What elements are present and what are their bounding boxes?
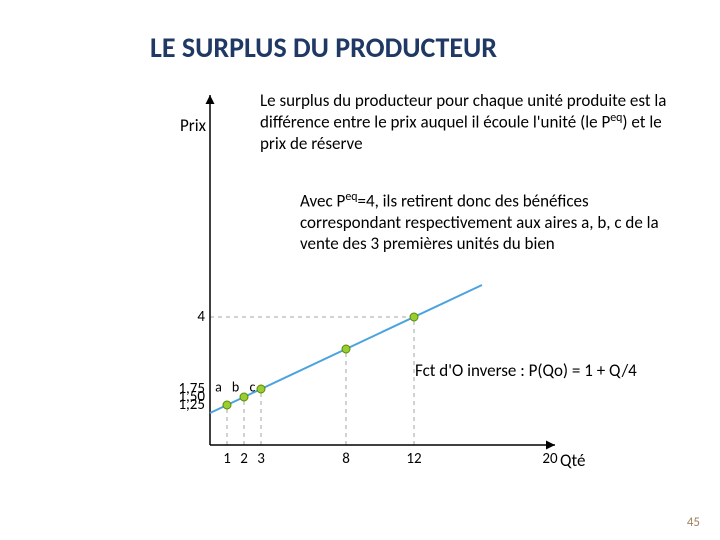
x-tick-label: 8 [342, 450, 350, 468]
y-tick-label: 1,25 [170, 396, 205, 414]
supply-function-label: Fct d'O inverse : P(Qo) = 1 + Q/4 [415, 360, 637, 381]
area-letter: c [250, 379, 256, 396]
x-axis-label: Qté [560, 450, 585, 471]
x-tick-label: 12 [406, 450, 421, 468]
area-letter: a [215, 379, 222, 396]
x-tick-label: 3 [257, 450, 265, 468]
area-letter: b [232, 379, 239, 396]
chart [0, 0, 720, 540]
definition-text: Le surplus du producteur pour chaque uni… [260, 90, 680, 154]
x-tick-label: 1 [223, 450, 231, 468]
y-axis-label: Prix [180, 115, 206, 136]
page-number: 45 [687, 515, 700, 530]
note-text: Avec Peq=4, ils retirent donc des bénéfi… [300, 190, 690, 254]
x-tick-label: 20 [542, 450, 557, 468]
y-tick-label: 4 [170, 308, 205, 326]
page-title: LE SURPLUS DU PRODUCTEUR [150, 30, 497, 65]
x-tick-label: 2 [240, 450, 248, 468]
